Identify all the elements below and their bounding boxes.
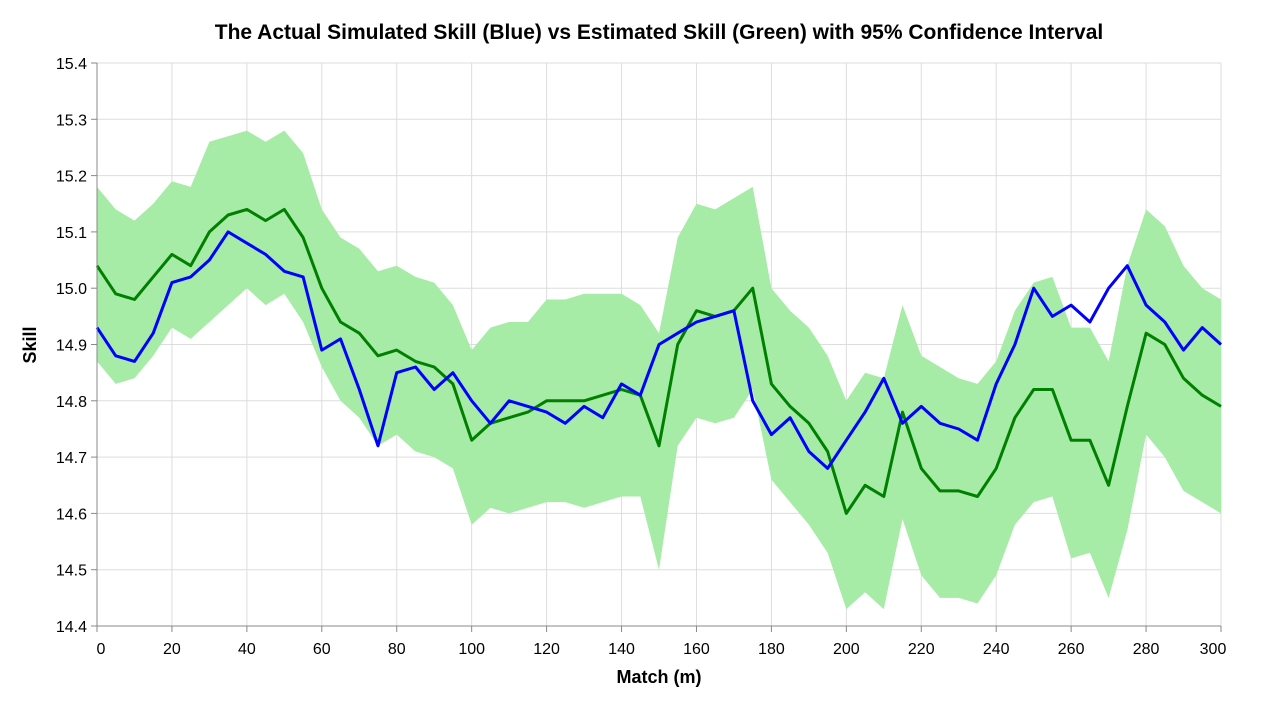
x-tick-label: 120: [533, 641, 560, 658]
actual-skill-line: [95, 230, 1223, 470]
y-tick-label: 14.8: [56, 394, 87, 411]
y-tick-label: 15.0: [56, 281, 87, 298]
x-tick-label: 180: [758, 641, 785, 658]
y-tick-label: 15.1: [56, 225, 87, 242]
x-tick-label: 240: [983, 641, 1010, 658]
x-tick-label: 280: [1133, 641, 1160, 658]
x-tick-label: 20: [163, 641, 181, 658]
x-tick-label: 0: [97, 641, 106, 658]
y-tick-label: 15.3: [56, 112, 87, 129]
y-tick-label: 15.2: [56, 169, 87, 186]
y-tick-label: 14.6: [56, 506, 87, 523]
x-tick-label: 200: [833, 641, 860, 658]
y-tick-label: 15.4: [56, 56, 87, 73]
x-tick-label: 80: [388, 641, 406, 658]
x-tick-label: 300: [1200, 641, 1227, 658]
confidence-interval-band: [97, 130, 1221, 610]
y-axis-label: Skill: [20, 326, 40, 363]
axes: 14.4 14.5 14.6 14.7 14.8 14.9 15.0 15.1 15.2 15.3…: [56, 56, 1227, 658]
confidence-band-layer: [97, 130, 1221, 610]
y-tick-label: 14.7: [56, 450, 87, 467]
x-axis-label: Match (m): [617, 667, 702, 687]
x-tick-label: 220: [908, 641, 935, 658]
y-tick-label: 14.4: [56, 619, 87, 636]
x-tick-label: 160: [683, 641, 710, 658]
x-tick-label: 260: [1058, 641, 1085, 658]
x-tick-label: 140: [608, 641, 635, 658]
x-tick-label: 60: [313, 641, 331, 658]
y-tick-label: 14.9: [56, 338, 87, 355]
x-tick-label: 100: [458, 641, 485, 658]
chart-title: The Actual Simulated Skill (Blue) vs Est…: [215, 21, 1103, 44]
series-lines-layer: [95, 207, 1223, 515]
x-tick-label: 40: [238, 641, 256, 658]
estimated-skill-line: [95, 207, 1222, 515]
y-tick-label: 14.5: [56, 563, 87, 580]
